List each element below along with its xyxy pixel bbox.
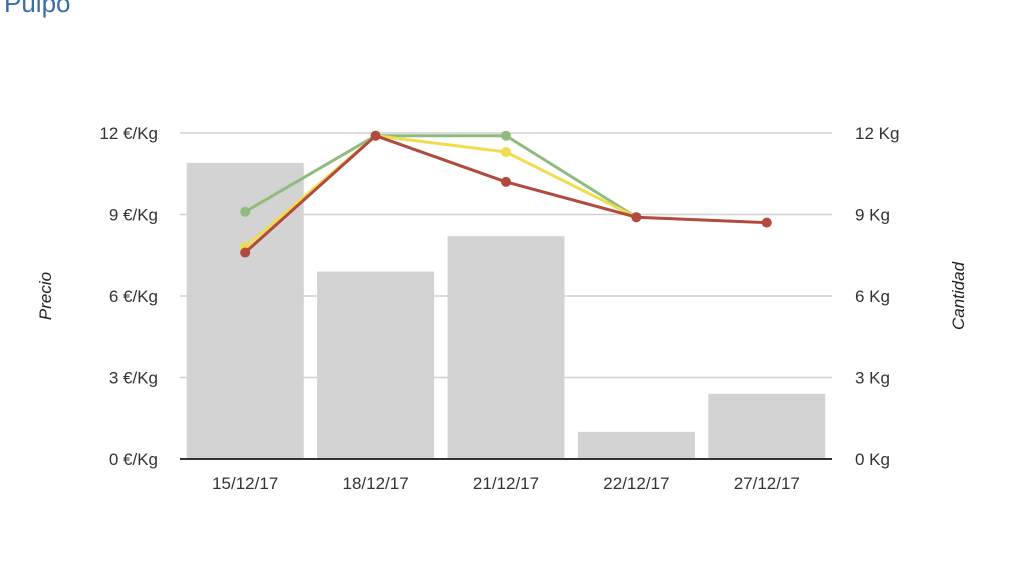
left-tick-label: 9 €/Kg (109, 206, 158, 225)
bar-series (186, 162, 826, 459)
x-tick-label: 21/12/17 (473, 474, 539, 493)
right-tick-label: 6 Kg (855, 287, 890, 306)
bar (317, 271, 435, 459)
left-tick-label: 6 €/Kg (109, 287, 158, 306)
series-point-2 (501, 147, 511, 158)
line-series (240, 130, 772, 258)
series-point-3 (761, 217, 772, 228)
page-title: Pulpo (4, 0, 71, 18)
series-point-3 (370, 130, 381, 141)
series-point-1 (501, 130, 511, 141)
series-point-3 (631, 212, 642, 223)
right-tick-label: 9 Kg (855, 206, 890, 225)
series-line-2 (244, 134, 638, 249)
left-tick-label: 0 €/Kg (109, 450, 158, 469)
series-line-1 (244, 134, 638, 219)
right-tick-label: 0 Kg (855, 450, 890, 469)
x-tick-label: 15/12/17 (212, 474, 278, 493)
y-right-axis-title: Cantidad (949, 261, 968, 330)
bar (577, 431, 695, 459)
axis-labels: 0 €/Kg 3 €/Kg 6 €/Kg 9 €/Kg 12 €/Kg 0 Kg 3 Kg 6… (36, 124, 968, 493)
left-tick-label: 12 €/Kg (99, 124, 158, 143)
y-left-axis-title: Precio (36, 272, 55, 320)
series-point-3 (501, 176, 511, 187)
bar (708, 393, 826, 459)
left-tick-label: 3 €/Kg (109, 369, 158, 388)
x-tick-label: 22/12/17 (603, 474, 669, 493)
right-tick-label: 12 Kg (855, 124, 899, 143)
right-tick-label: 3 Kg (855, 369, 890, 388)
series-point-1 (240, 206, 251, 217)
bar (447, 236, 565, 459)
x-tick-label: 18/12/17 (343, 474, 409, 493)
series-point-3 (240, 247, 251, 258)
x-tick-label: 27/12/17 (734, 474, 800, 493)
